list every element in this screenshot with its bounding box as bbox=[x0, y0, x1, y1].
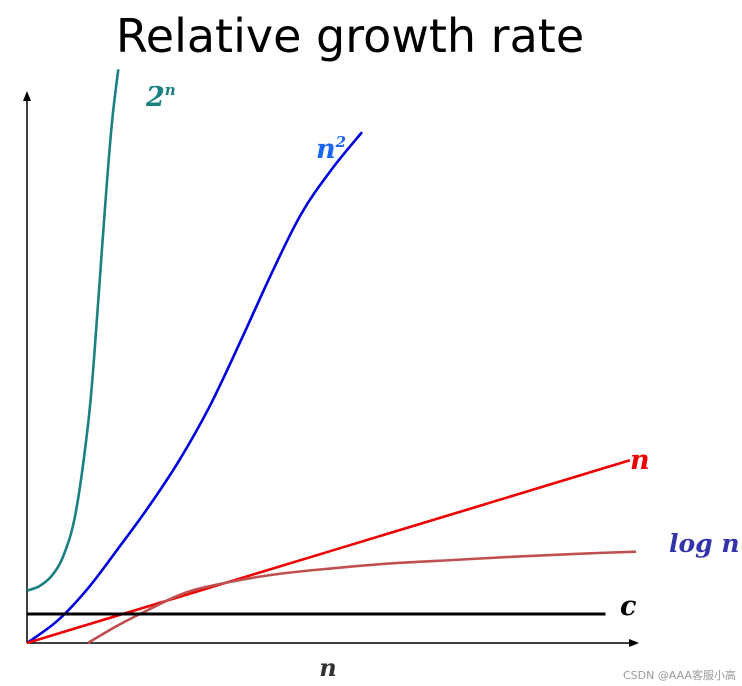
series-label-c: c bbox=[620, 591, 636, 622]
x-axis-arrow-icon bbox=[629, 639, 639, 647]
series-2n-line bbox=[26, 69, 120, 592]
watermark-text: CSDN @AAA客服小高 bbox=[623, 668, 736, 682]
series-label-n2-base: n bbox=[316, 134, 336, 165]
axes bbox=[23, 91, 639, 647]
series-layer bbox=[26, 69, 637, 645]
series-n2-line bbox=[26, 131, 364, 645]
y-axis-arrow-icon bbox=[23, 91, 31, 101]
series-label-logn: log n bbox=[669, 529, 740, 558]
series-logn-line bbox=[87, 550, 637, 645]
series-n-line bbox=[26, 459, 631, 645]
series-label-2n-sup: n bbox=[165, 81, 176, 99]
series-label-2n: 2n bbox=[145, 81, 176, 113]
x-axis-label: n bbox=[319, 653, 336, 682]
chart-title: Relative growth rate bbox=[116, 9, 584, 63]
series-label-n: n bbox=[630, 445, 650, 476]
series-label-2n-base: 2 bbox=[145, 82, 165, 113]
series-label-n2: n2 bbox=[316, 133, 346, 165]
series-label-n2-sup: 2 bbox=[335, 133, 346, 151]
series-labels: 2n n2 n log n c bbox=[145, 81, 740, 622]
